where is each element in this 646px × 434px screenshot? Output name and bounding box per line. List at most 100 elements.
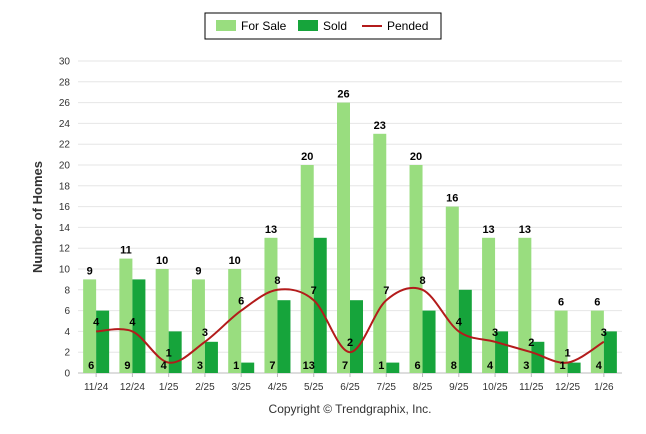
for-sale-data-label: 13 <box>519 224 531 236</box>
sold-data-label: 4 <box>596 360 603 372</box>
y-tick-label: 16 <box>59 202 71 213</box>
for-sale-data-label: 10 <box>156 255 168 267</box>
for-sale-bar <box>373 133 387 373</box>
x-tick-label: 1/26 <box>594 382 614 393</box>
x-tick-label: 11/24 <box>84 382 109 393</box>
y-tick-label: 10 <box>59 265 71 276</box>
pended-data-label: 3 <box>601 327 607 339</box>
pended-data-label: 3 <box>492 327 498 339</box>
x-tick-label: 12/25 <box>555 382 580 393</box>
y-tick-label: 22 <box>59 140 71 151</box>
x-tick-label: 3/25 <box>231 382 251 393</box>
legend-label: For Sale <box>241 19 287 33</box>
y-tick-label: 24 <box>59 119 71 130</box>
for-sale-bar <box>264 237 278 373</box>
x-tick-label: 1/25 <box>159 382 179 393</box>
legend-label: Sold <box>323 19 347 33</box>
legend-label: Pended <box>387 19 428 33</box>
for-sale-bar <box>445 206 459 373</box>
for-sale-data-label: 6 <box>594 297 600 309</box>
for-sale-bar <box>155 269 169 373</box>
y-tick-label: 2 <box>64 348 70 359</box>
sold-bar <box>241 362 255 373</box>
sold-data-label: 1 <box>378 360 384 372</box>
y-tick-label: 30 <box>59 57 71 68</box>
sold-data-label: 1 <box>233 360 239 372</box>
sold-bar <box>458 289 472 373</box>
for-sale-data-label: 9 <box>195 265 201 277</box>
pended-data-label: 4 <box>93 316 100 328</box>
x-axis-ticks: 11/24 12/24 1/25 2/25 3/25 4/25 5/25 6/25 7/25 8/… <box>84 373 614 393</box>
data-labels: 9611910493101137201326723120616813413361… <box>87 89 607 372</box>
pended-data-label: 3 <box>202 327 208 339</box>
sold-data-label: 7 <box>269 360 275 372</box>
for-sale-data-label: 16 <box>446 193 458 205</box>
sold-data-label: 9 <box>124 360 130 372</box>
y-tick-label: 0 <box>64 369 70 380</box>
for-sale-data-label: 20 <box>301 151 313 163</box>
sold-bar <box>531 341 545 373</box>
y-tick-label: 14 <box>59 223 71 234</box>
pended-data-label: 8 <box>419 275 425 287</box>
for-sale-bar <box>228 269 242 373</box>
sold-bar <box>422 310 436 373</box>
sold-bar <box>204 341 218 373</box>
for-sale-bar <box>300 165 314 373</box>
x-tick-label: 4/25 <box>268 382 288 393</box>
sold-bar <box>603 331 617 373</box>
pended-line <box>96 286 605 364</box>
for-sale-data-label: 13 <box>265 224 277 236</box>
sold-bar <box>350 300 363 373</box>
sold-bar <box>567 362 581 373</box>
pended-data-label: 8 <box>274 275 280 287</box>
for-sale-bar <box>482 237 496 373</box>
x-tick-label: 5/25 <box>304 382 324 393</box>
x-tick-label: 12/24 <box>120 382 145 393</box>
for-sale-data-label: 10 <box>229 255 241 267</box>
for-sale-data-label: 13 <box>482 224 494 236</box>
for-sale-bar <box>518 237 532 373</box>
y-axis-label: Number of Homes <box>30 161 45 273</box>
for-sale-bar <box>409 165 423 373</box>
pended-data-label: 4 <box>456 316 463 328</box>
copyright-text: Copyright © Trendgraphix, Inc. <box>269 402 432 416</box>
pended-data-label: 7 <box>383 285 389 297</box>
legend: For Sale Sold Pended <box>204 12 442 40</box>
for-sale-data-label: 23 <box>374 120 386 132</box>
y-tick-label: 8 <box>64 285 70 296</box>
y-tick-label: 12 <box>59 244 71 255</box>
y-tick-label: 20 <box>59 161 71 172</box>
sold-data-label: 13 <box>303 360 315 372</box>
sold-data-label: 1 <box>560 360 566 372</box>
for-sale-bar <box>83 279 97 373</box>
x-tick-label: 9/25 <box>449 382 469 393</box>
pended-data-label: 7 <box>311 285 317 297</box>
y-tick-label: 18 <box>59 181 71 192</box>
x-tick-label: 10/25 <box>483 382 508 393</box>
y-tick-label: 4 <box>64 327 70 338</box>
pended-data-label: 6 <box>238 296 244 308</box>
pended-line-path <box>96 286 605 364</box>
sold-bar <box>96 310 110 373</box>
sold-bars <box>96 237 617 373</box>
x-tick-label: 8/25 <box>413 382 433 393</box>
y-tick-label: 28 <box>59 77 71 88</box>
for-sale-data-label: 9 <box>87 265 93 277</box>
legend-swatch <box>298 20 318 31</box>
y-tick-label: 26 <box>59 98 71 109</box>
sold-bar <box>313 237 327 373</box>
sold-data-label: 7 <box>342 360 348 372</box>
pended-data-label: 1 <box>565 348 571 360</box>
pended-data-label: 1 <box>166 348 172 360</box>
sold-bar <box>132 279 146 373</box>
for-sale-bar <box>590 310 604 373</box>
for-sale-bar <box>119 258 133 373</box>
for-sale-bar <box>337 102 350 373</box>
sold-bar <box>277 300 291 373</box>
sold-data-label: 6 <box>414 360 420 372</box>
sold-data-label: 3 <box>197 360 203 372</box>
x-tick-label: 11/25 <box>519 382 544 393</box>
sold-data-label: 6 <box>88 360 94 372</box>
pended-data-label: 2 <box>347 337 353 349</box>
